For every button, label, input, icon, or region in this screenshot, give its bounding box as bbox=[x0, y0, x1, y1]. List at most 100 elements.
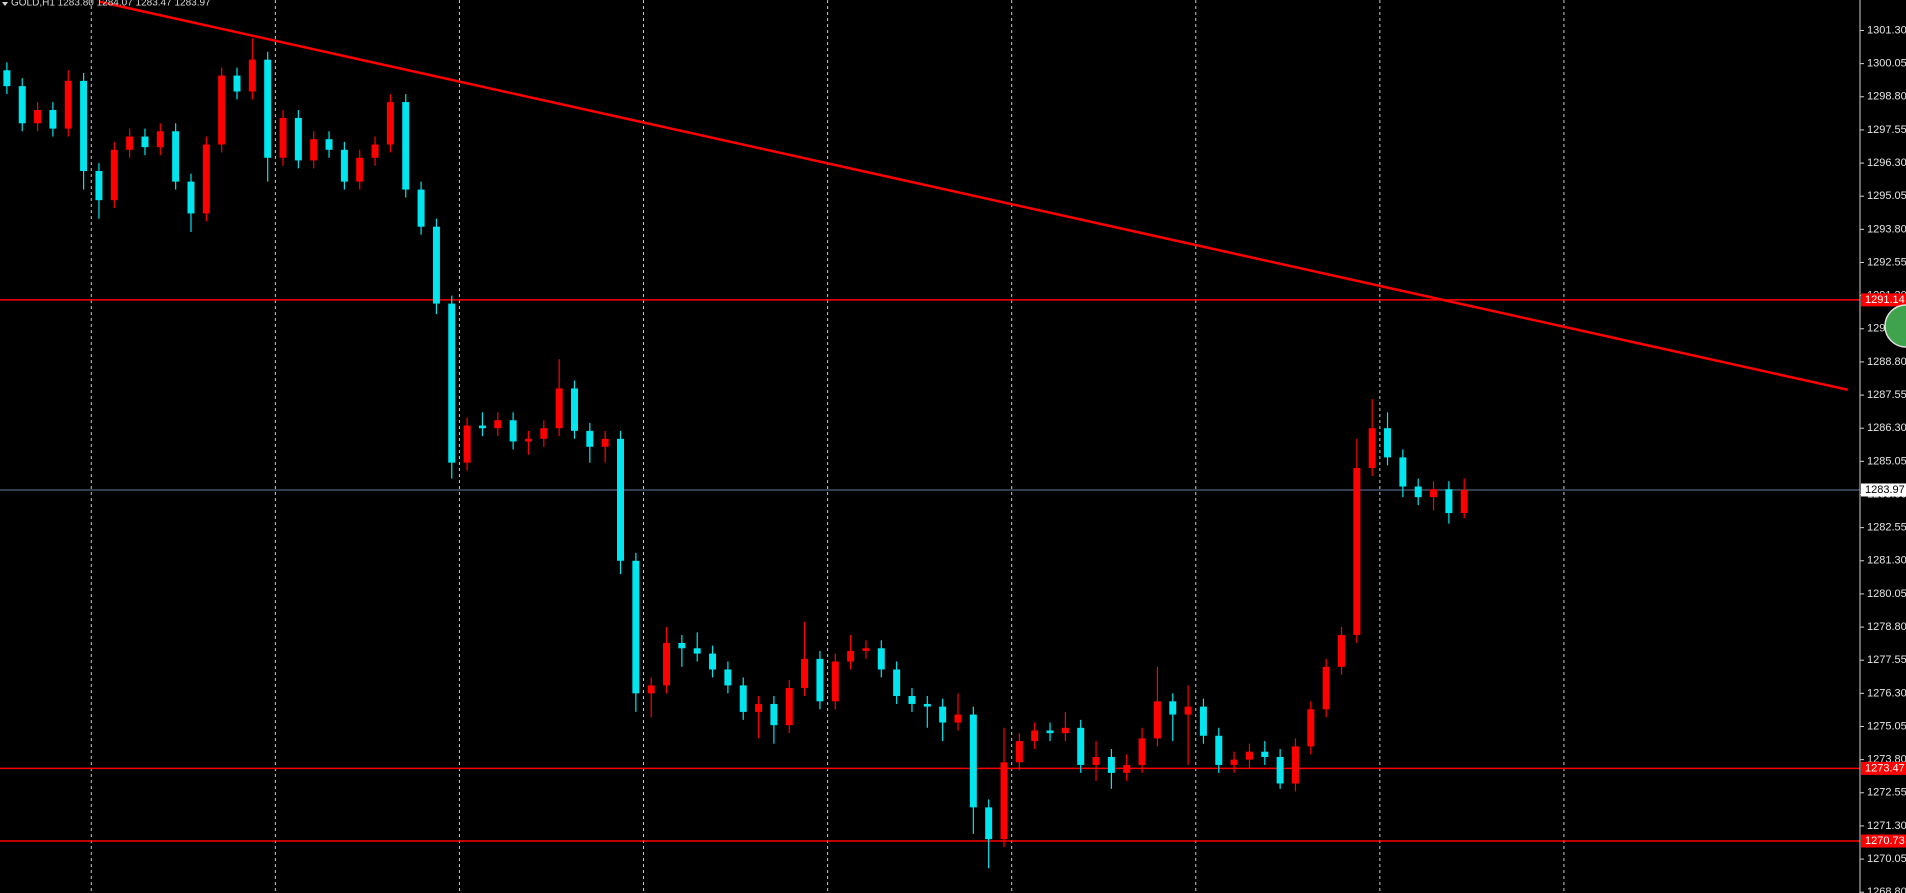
candle-body bbox=[49, 110, 57, 129]
y-tick-label: 1286.30 bbox=[1867, 422, 1906, 434]
candle-body bbox=[248, 59, 256, 92]
candle-body bbox=[141, 136, 149, 148]
candle-body bbox=[617, 438, 625, 561]
candle-body bbox=[586, 430, 594, 447]
candle-body bbox=[847, 650, 855, 662]
candle-body bbox=[1245, 751, 1253, 760]
y-tick-label: 1281.30 bbox=[1867, 555, 1906, 567]
candle-body bbox=[647, 685, 655, 694]
price-label: 1270.73 bbox=[1865, 835, 1905, 847]
candle-body bbox=[3, 70, 11, 87]
candle-body bbox=[1338, 635, 1346, 667]
y-tick-label: 1293.80 bbox=[1867, 223, 1906, 235]
candle-body bbox=[340, 149, 348, 182]
candle-body bbox=[893, 669, 901, 696]
candle-body bbox=[294, 117, 302, 161]
y-tick-label: 1270.05 bbox=[1867, 853, 1906, 865]
candle-body bbox=[356, 157, 364, 182]
candle-body bbox=[1153, 701, 1161, 739]
candle-body bbox=[1123, 764, 1131, 773]
candle-body bbox=[172, 131, 180, 182]
candle-body bbox=[570, 388, 578, 431]
candle-body bbox=[785, 688, 793, 726]
candle-body bbox=[402, 102, 410, 190]
candle-body bbox=[540, 428, 548, 439]
candle-body bbox=[663, 642, 671, 686]
y-tick-label: 1295.05 bbox=[1867, 190, 1906, 202]
candle-body bbox=[954, 714, 962, 723]
candle-body bbox=[693, 648, 701, 654]
candle-body bbox=[310, 139, 318, 161]
y-tick-label: 1292.55 bbox=[1867, 256, 1906, 268]
candle-body bbox=[969, 714, 977, 808]
candle-body bbox=[1061, 727, 1069, 734]
candle-body bbox=[816, 658, 824, 702]
candle-body bbox=[279, 117, 287, 158]
y-tick-label: 1282.55 bbox=[1867, 522, 1906, 534]
candle-body bbox=[64, 80, 72, 129]
y-tick-label: 1280.05 bbox=[1867, 588, 1906, 600]
candle-body bbox=[448, 303, 456, 463]
y-tick-label: 1297.55 bbox=[1867, 124, 1906, 136]
candle-body bbox=[1031, 730, 1039, 742]
candle-body bbox=[1368, 428, 1376, 468]
candle-body bbox=[601, 438, 609, 447]
candle-body bbox=[417, 189, 425, 227]
price-label: 1291.14 bbox=[1865, 294, 1905, 306]
y-tick-label: 1296.30 bbox=[1867, 157, 1906, 169]
candle-body bbox=[678, 642, 686, 649]
candle-body bbox=[770, 703, 778, 726]
price-label-box bbox=[1861, 761, 1906, 775]
candle-body bbox=[709, 653, 717, 670]
candle-body bbox=[939, 706, 947, 723]
candle-body bbox=[908, 695, 916, 704]
y-tick-label: 1300.05 bbox=[1867, 58, 1906, 70]
candle-body bbox=[18, 86, 26, 124]
title-marker bbox=[2, 2, 8, 6]
candle-body bbox=[1261, 751, 1269, 757]
price-label: 1273.47 bbox=[1865, 762, 1905, 774]
candle-body bbox=[95, 171, 103, 201]
candle-body bbox=[187, 181, 195, 214]
candle-body bbox=[325, 139, 333, 150]
price-label-box bbox=[1861, 834, 1906, 848]
y-tick-label: 1288.80 bbox=[1867, 356, 1906, 368]
y-tick-label: 1301.30 bbox=[1867, 24, 1906, 36]
candle-body bbox=[1384, 428, 1392, 458]
candle-body bbox=[386, 102, 394, 145]
candle-body bbox=[1107, 756, 1115, 773]
trade-button[interactable] bbox=[1884, 304, 1906, 348]
candle-body bbox=[494, 420, 502, 429]
candle-body bbox=[156, 131, 164, 148]
candle-body bbox=[739, 685, 747, 712]
price-label-box bbox=[1861, 483, 1906, 497]
candle-body bbox=[862, 648, 870, 651]
candle-body bbox=[1215, 735, 1223, 765]
y-tick-label: 1276.30 bbox=[1867, 687, 1906, 699]
chart-title: GOLD,H1 1283.80 1284.07 1283.47 1283.97 bbox=[11, 0, 211, 9]
candle-body bbox=[80, 80, 88, 172]
candle-body bbox=[371, 144, 379, 158]
candle-body bbox=[1399, 457, 1407, 487]
candle-body bbox=[1046, 730, 1054, 734]
candle-body bbox=[1230, 759, 1238, 765]
plot-area bbox=[0, 0, 1860, 893]
candle-body bbox=[555, 388, 563, 429]
trendline bbox=[98, 0, 1849, 391]
candle-body bbox=[233, 75, 241, 92]
y-tick-label: 1272.55 bbox=[1867, 787, 1906, 799]
candle-body bbox=[34, 110, 42, 124]
candle-body bbox=[110, 149, 118, 201]
y-tick-label: 1268.80 bbox=[1867, 886, 1906, 893]
candle-body bbox=[1322, 666, 1330, 710]
candle-body bbox=[126, 136, 134, 150]
candle-body bbox=[1276, 756, 1284, 784]
price-axis: 1301.30 1300.05 1298.80 1297.55 1296.30 1295.… bbox=[1860, 24, 1906, 893]
candle-body bbox=[632, 560, 640, 694]
price-label: 1283.97 bbox=[1865, 484, 1905, 496]
candle-body bbox=[1199, 706, 1207, 736]
y-tick-label: 1278.80 bbox=[1867, 621, 1906, 633]
candle-body bbox=[1353, 467, 1361, 636]
